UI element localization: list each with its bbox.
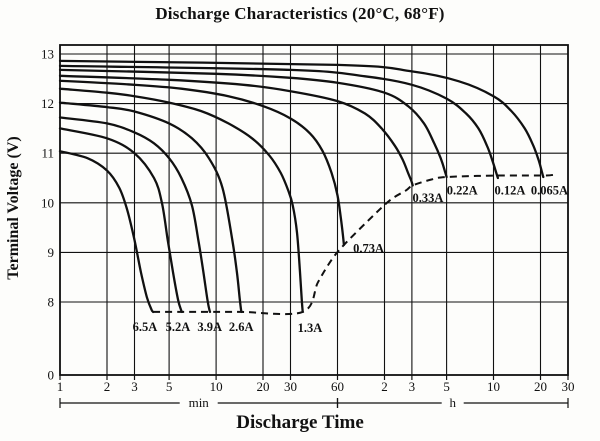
plot-border: [59, 44, 569, 376]
series-label-6.5A: 6.5A: [133, 320, 158, 334]
series-label-0.22A: 0.22A: [447, 183, 478, 197]
chart-title: Discharge Characteristics (20°C, 68°F): [155, 4, 445, 23]
y-tick-label: 9: [48, 245, 55, 260]
x-tick-label: 2: [381, 379, 388, 394]
x-tick-label: 3: [409, 379, 416, 394]
cutoff-voltage-dashed-line: [153, 173, 556, 316]
x-tick-label: 20: [257, 379, 270, 394]
curve-0.33A: [58, 74, 414, 187]
series-label-5.2A: 5.2A: [166, 320, 191, 334]
x-tick-label: 2: [104, 379, 111, 394]
y-tick-label: 12: [41, 96, 54, 111]
x-tick-label: 10: [210, 379, 223, 394]
x-tick-label: 1: [57, 379, 64, 394]
y-tick-label: 10: [41, 195, 54, 210]
series-label-1.3A: 1.3A: [298, 321, 323, 335]
x-tick-label: 5: [443, 379, 450, 394]
curve-5.2A: [58, 127, 184, 314]
x-tick-label: 10: [487, 379, 500, 394]
x-tick-label: 20: [534, 379, 547, 394]
curve-0.065A: [58, 59, 545, 179]
bracket-unit-label: h: [449, 395, 456, 410]
y-tick-label: 11: [41, 146, 54, 161]
series-label-3.9A: 3.9A: [197, 320, 222, 334]
series-label-0.33A: 0.33A: [413, 191, 444, 205]
series-label-0.065A: 0.065A: [531, 183, 568, 197]
curve-2.6A: [58, 101, 243, 314]
x-axis-title: Discharge Time: [236, 412, 364, 433]
x-tick-label: 30: [562, 379, 575, 394]
x-tick-label: 3: [131, 379, 138, 394]
curve-3.9A: [58, 116, 212, 314]
series-label-0.73A: 0.73A: [353, 241, 384, 255]
series-label-2.6A: 2.6A: [229, 320, 254, 334]
bracket-unit-label: min: [189, 395, 210, 410]
curve-6.5A: [58, 150, 155, 314]
curve-0.22A: [58, 68, 448, 179]
series-label-0.12A: 0.12A: [495, 183, 526, 197]
y-tick-label: 13: [41, 47, 54, 62]
x-tick-label: 5: [166, 379, 173, 394]
curve-0.73A: [58, 79, 346, 247]
y-tick-label: 0: [48, 368, 55, 383]
x-tick-label: 60: [331, 379, 344, 394]
curve-0.12A: [58, 64, 500, 180]
x-tick-label: 30: [284, 379, 297, 394]
curve-1.3A: [58, 87, 304, 314]
y-tick-label: 8: [48, 295, 55, 310]
